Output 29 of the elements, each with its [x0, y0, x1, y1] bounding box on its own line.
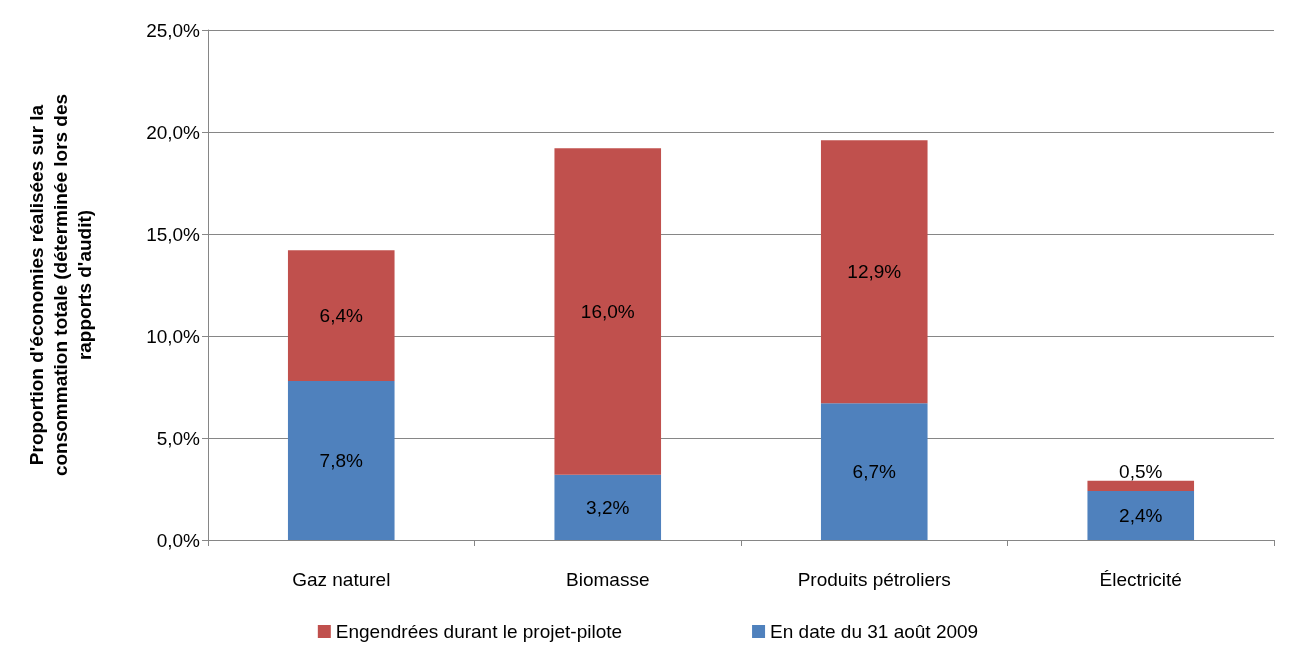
data-label: 3,2%: [586, 496, 630, 518]
data-label: 16,0%: [580, 301, 635, 323]
y-axis-title: Proportion d'économies réalisées sur la consommation totale (déterminée lors des rapports d'audit): [25, 93, 95, 477]
bar: [554, 148, 662, 475]
y-tick-label: 5,0%: [156, 427, 201, 449]
y-tick-label: 0,0%: [156, 529, 201, 551]
bar: [287, 380, 395, 540]
y-tick-label: 20,0%: [146, 121, 201, 143]
y-tick-label: 10,0%: [146, 325, 201, 347]
data-label: 6,7%: [852, 461, 897, 483]
data-label: 2,4%: [1119, 505, 1163, 527]
bar: [820, 140, 928, 404]
legend-label: Engendrées durant le projet-pilote: [335, 621, 623, 642]
data-label: 7,8%: [319, 449, 364, 471]
y-tick-label: 25,0%: [146, 19, 201, 41]
bar: [820, 403, 928, 540]
data-label: 0,5%: [1119, 460, 1163, 482]
x-tick-label: Électricité: [1099, 569, 1182, 590]
bar: [1087, 480, 1195, 492]
legend-label: En date du 31 août 2009: [770, 621, 979, 642]
data-label: 6,4%: [319, 305, 364, 327]
y-tick-label: 15,0%: [146, 223, 201, 245]
bar: [554, 474, 662, 540]
data-label: 12,9%: [847, 261, 902, 283]
x-tick-label: Biomasse: [566, 569, 650, 590]
bar: [287, 250, 395, 381]
x-tick-label: Gaz naturel: [292, 569, 391, 590]
x-tick-label: Produits pétroliers: [797, 569, 951, 590]
bar: [1087, 491, 1195, 540]
